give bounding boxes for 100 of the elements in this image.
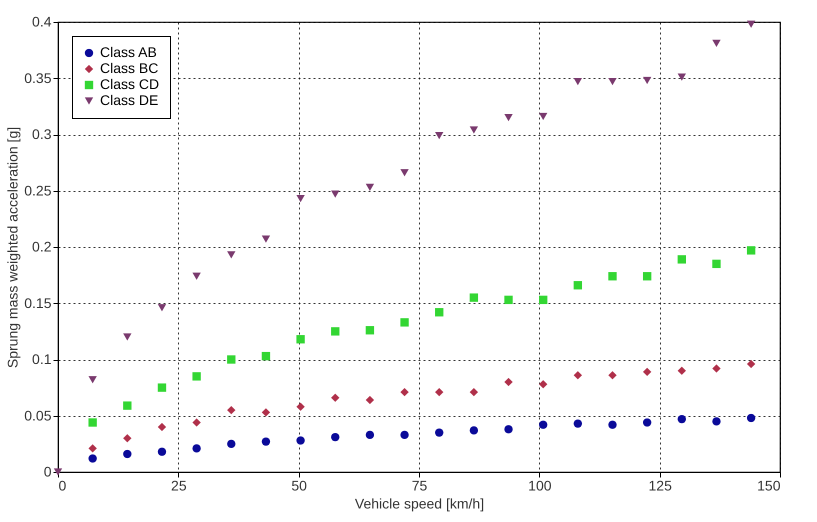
point [712,364,721,373]
y-tick-label: 0.15 [24,294,52,311]
y-tick-label: 0.05 [24,407,52,424]
point [296,402,305,411]
point [435,308,444,316]
x-tick-label: 150 [757,478,781,494]
point [262,437,270,446]
point [366,430,374,440]
point [746,20,756,28]
legend-label: Class BC [100,60,158,76]
point [400,430,409,440]
point [678,255,686,264]
point [331,327,340,336]
point [470,293,478,302]
y-tick-label: 0 [44,464,52,480]
y-tick-label: 0.1 [32,351,52,367]
point [227,355,236,364]
point [123,450,132,458]
point [435,132,444,140]
x-tick-label: 125 [648,478,672,494]
point [123,434,132,442]
point [642,368,652,376]
x-tick-label: 75 [412,478,428,494]
point [296,436,305,445]
point [296,195,305,202]
point [262,236,270,243]
y-tick-label: 0.2 [32,238,52,254]
point [504,425,513,434]
point [158,383,166,392]
point [158,304,166,312]
point [331,394,340,402]
point [158,448,166,456]
point [192,372,201,381]
point [712,40,721,47]
point [88,418,97,427]
point [608,78,617,86]
point [331,432,340,442]
point [400,318,409,327]
point [400,169,409,176]
point [158,422,166,432]
point [331,190,340,198]
legend-label: Class AB [100,44,157,60]
point [123,333,132,341]
point [608,420,617,429]
point [192,272,201,280]
point [192,444,201,453]
point [642,76,652,84]
point [262,408,270,417]
point [435,428,444,437]
point [470,426,478,435]
point [296,335,305,344]
point [366,184,374,191]
point [366,326,374,334]
point [470,126,478,134]
x-tick-label: 50 [291,478,308,494]
point [435,388,444,396]
y-tick-label: 0.3 [32,126,52,142]
point [608,272,617,280]
x-tick-label: 0 [58,478,66,494]
point [227,440,236,448]
point [574,78,582,86]
point [712,260,721,268]
legend-label: Class CD [100,76,160,92]
point [746,414,756,422]
point [366,396,374,404]
point [88,444,97,453]
point [88,376,97,384]
point [192,418,201,427]
point [539,296,548,304]
point [574,281,582,290]
y-axis-title: Sprung mass weighted acceleration [g] [4,126,20,368]
point [608,371,617,380]
y-tick-label: 0.35 [24,70,52,86]
point [642,272,652,280]
point [678,366,686,375]
point [470,388,478,396]
point [642,418,652,427]
x-tick-label: 25 [171,478,187,494]
point [678,74,686,81]
point [539,380,548,388]
point [504,114,513,122]
x-tick-label: 100 [528,478,552,494]
point [712,417,721,426]
point [574,371,582,380]
y-tick-label: 0.25 [24,182,52,198]
point [539,112,548,120]
y-tick-label: 0.4 [32,14,52,30]
point [504,296,513,304]
legend-label: Class DE [100,92,158,108]
point [504,378,513,386]
point [88,454,97,463]
point [227,406,236,414]
point [400,388,409,396]
point [227,251,236,258]
x-axis-title: Vehicle speed [km/h] [354,496,484,512]
point [678,414,686,424]
point [262,352,270,360]
point [574,419,582,428]
point [746,360,756,368]
point [539,420,548,429]
